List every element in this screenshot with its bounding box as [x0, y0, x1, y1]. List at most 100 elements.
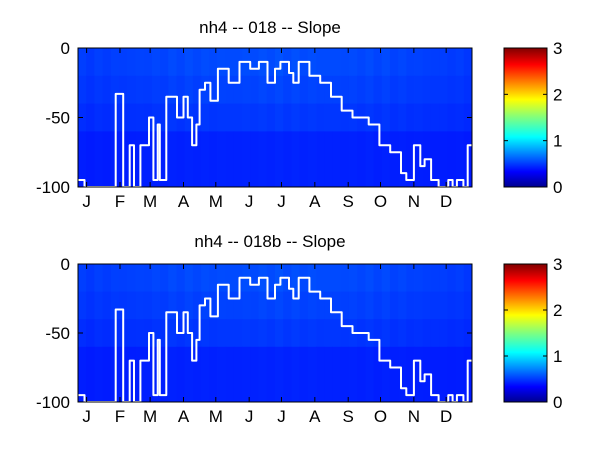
heatmap-cell [406, 103, 415, 132]
heatmap-cell [463, 291, 473, 320]
heatmap-cell [176, 346, 186, 403]
heatmap-cell [86, 346, 95, 403]
heatmap-cell [389, 319, 399, 348]
heatmap-cell [324, 346, 333, 403]
heatmap-cell [151, 75, 161, 104]
heatmap-cell [307, 346, 317, 403]
heatmap-cell [266, 131, 276, 188]
heatmap-cell [143, 131, 153, 188]
heatmap-cell [135, 75, 145, 104]
heatmap-cell [94, 346, 104, 403]
heatmap-cell [192, 75, 202, 104]
heatmap-cell [316, 131, 325, 188]
heatmap-cell [357, 75, 366, 104]
heatmap-cell [348, 131, 358, 188]
heatmap-cell [258, 75, 268, 104]
heatmap-cell [119, 264, 128, 292]
heatmap-cell [176, 131, 186, 188]
heatmap-cell [357, 264, 366, 292]
heatmap-cell [324, 75, 333, 104]
heatmap-cell [151, 48, 161, 77]
heatmap-cell [160, 48, 169, 77]
heatmap-cell [233, 48, 243, 77]
y-tick-label: -100 [36, 178, 70, 197]
heatmap-cell [192, 131, 202, 188]
y-tick-label: 0 [61, 255, 70, 274]
x-tick-label: N [408, 407, 420, 426]
heatmap-cell [307, 319, 317, 348]
heatmap-cell [324, 319, 333, 348]
x-tick-label: O [374, 192, 387, 211]
heatmap-cell [398, 346, 407, 403]
heatmap-cell [266, 319, 276, 348]
heatmap-cell [192, 291, 202, 320]
heatmap-cell [143, 319, 153, 348]
x-tick-label: A [178, 407, 190, 426]
heatmap-cell [201, 264, 210, 292]
heatmap-cell [275, 48, 284, 77]
heatmap-cell [119, 48, 128, 77]
heatmap-cell [422, 75, 432, 104]
heatmap-cell [151, 319, 161, 348]
heatmap-cell [242, 75, 251, 104]
heatmap-cell [258, 131, 268, 188]
heatmap-cell [455, 48, 465, 77]
heatmap-cell [332, 291, 342, 320]
heatmap-cell [176, 291, 186, 320]
heatmap-cell [275, 319, 284, 348]
heatmap-cell [86, 291, 95, 320]
panel-2-title: nh4 -- 018b -- Slope [194, 232, 345, 251]
heatmap-cell [324, 291, 333, 320]
heatmap-cell [299, 291, 309, 320]
heatmap-cell [348, 264, 358, 292]
x-tick-label: D [440, 192, 452, 211]
heatmap-cell [299, 103, 309, 132]
heatmap-cell [102, 103, 112, 132]
panel-2-y-ticks: 0 -50 -100 [36, 255, 472, 412]
heatmap-cell [209, 75, 218, 104]
heatmap-cell [340, 319, 350, 348]
heatmap-cell [365, 75, 374, 104]
heatmap-cell [119, 291, 128, 320]
x-tick-label: N [408, 192, 420, 211]
heatmap-cell [225, 131, 235, 188]
heatmap-cell [373, 48, 383, 77]
heatmap-cell [430, 291, 440, 320]
heatmap-cell [233, 264, 243, 292]
heatmap-cell [201, 103, 210, 132]
heatmap-cell [447, 291, 456, 320]
heatmap-cell [135, 48, 145, 77]
heatmap-cell [160, 319, 169, 348]
heatmap-cell [332, 264, 342, 292]
heatmap-cell [430, 48, 440, 77]
heatmap-cell [283, 131, 292, 188]
heatmap-cell [127, 131, 136, 188]
heatmap-cell [250, 131, 259, 188]
heatmap-cell [291, 131, 301, 188]
heatmap-cell [307, 48, 317, 77]
heatmap-cell [332, 346, 342, 403]
heatmap-cell [102, 48, 112, 77]
heatmap-cell [143, 291, 153, 320]
heatmap-cell [455, 319, 465, 348]
colorbar-tick-label: 1 [553, 132, 562, 151]
heatmap-cell [275, 103, 284, 132]
heatmap-cell [192, 264, 202, 292]
heatmap-cell [192, 319, 202, 348]
heatmap-cell [127, 264, 136, 292]
heatmap-cell [307, 75, 317, 104]
heatmap-cell [373, 131, 383, 188]
heatmap-cell [398, 103, 407, 132]
heatmap-cell [225, 319, 235, 348]
heatmap-cell [209, 346, 218, 403]
heatmap-cell [299, 346, 309, 403]
heatmap-cell [143, 264, 153, 292]
heatmap-cell [233, 103, 243, 132]
heatmap-cell [151, 264, 161, 292]
heatmap-cell [332, 48, 342, 77]
heatmap-cell [398, 291, 407, 320]
heatmap-cell [447, 264, 456, 292]
heatmap-cell [184, 131, 194, 188]
heatmap-cell [414, 319, 424, 348]
